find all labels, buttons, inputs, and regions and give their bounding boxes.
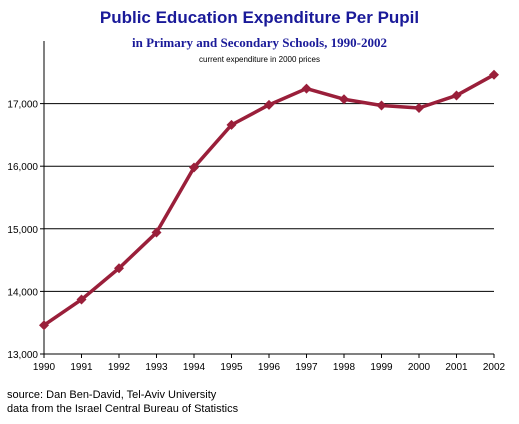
data-point-1995 [226,119,237,130]
y-tick-label: 16,000 [7,162,38,173]
chart-title: Public Education Expenditure Per Pupil [99,8,420,27]
x-tick-label: 1998 [333,362,356,373]
x-tick-label: 1990 [33,362,56,373]
data-point-1992 [114,263,124,274]
y-tick-label: 17,000 [7,100,38,111]
data-point-1996 [264,99,274,110]
data-point-1991 [76,294,87,305]
data-point-1993 [151,227,162,238]
series [39,69,499,331]
source-line-2: data from the Israel Central Bureau of S… [7,403,239,415]
data-point-1997 [301,83,312,94]
data-point-1990 [39,320,49,331]
x-tick-label: 1994 [183,362,206,373]
y-axis-ticks: 13,000 14,000 15,000 16,000 17,000 [7,100,44,361]
x-tick-label: 1999 [370,362,393,373]
series-line [42,73,496,327]
data-point-1994 [189,162,199,173]
data-point-1998 [339,94,349,105]
y-tick-label: 15,000 [7,225,38,236]
x-tick-label: 2001 [445,362,468,373]
axes [43,41,494,355]
source-note: source: Dan Ben-David, Tel-Aviv Universi… [7,388,238,416]
x-tick-label: 1992 [108,362,131,373]
x-tick-label: 1991 [70,362,93,373]
x-axis-ticks: 1990 1991 1992 1993 1994 1995 1996 1997 1998 1999… [33,354,506,373]
x-tick-label: 1997 [295,362,318,373]
x-tick-label: 1996 [258,362,281,373]
y-tick-label: 13,000 [7,350,38,361]
gridlines [44,103,494,292]
source-line-1: source: Dan Ben-David, Tel-Aviv Universi… [7,389,217,401]
data-point-2000 [414,102,424,113]
x-tick-label: 1993 [145,362,168,373]
data-point-1999 [376,100,387,111]
y-tick-label: 14,000 [7,287,38,298]
chart-note: current expenditure in 2000 prices [199,55,320,64]
x-tick-label: 2000 [408,362,431,373]
x-tick-label: 2002 [483,362,506,373]
data-point-2001 [451,90,462,101]
x-tick-label: 1995 [220,362,243,373]
data-point-2002 [489,69,499,80]
chart-subtitle: in Primary and Secondary Schools, 1990-2… [132,35,387,50]
